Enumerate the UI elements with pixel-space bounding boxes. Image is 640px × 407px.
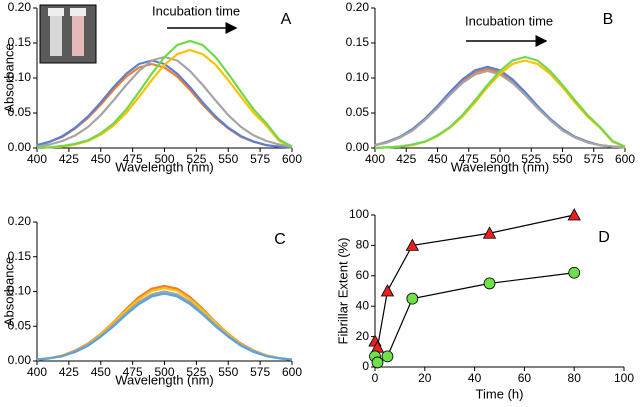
x-tick-label: 450: [427, 152, 447, 166]
x-tick-label: 400: [365, 152, 385, 166]
y-tick-label: 0.05: [8, 318, 32, 332]
y-tick-label: 0.20: [8, 0, 32, 14]
x-tick-label: 550: [218, 365, 238, 379]
y-tick-label: 0.00: [8, 140, 32, 154]
y-tick-label: 0.05: [8, 105, 32, 119]
triangle-marker: [482, 226, 497, 239]
y-tick-label: 0.05: [346, 105, 370, 119]
x-tick-label: 600: [615, 152, 635, 166]
x-tick-label: 500: [154, 152, 174, 166]
y-tick-label: 0.10: [8, 284, 32, 298]
inset-photo: [39, 4, 97, 64]
x-tick-label: 575: [250, 152, 270, 166]
x-axis-title: Wavelength (nm): [451, 159, 550, 174]
x-tick-label: 475: [123, 152, 143, 166]
y-tick-label: 0.10: [346, 70, 370, 84]
x-tick-label: 40: [468, 371, 482, 385]
spectrum-line: [36, 55, 293, 148]
spectrum-line: [374, 65, 626, 149]
x-tick-label: 425: [396, 152, 416, 166]
x-tick-label: 600: [282, 152, 302, 166]
triangle-marker: [380, 284, 395, 297]
spectrum-line: [374, 55, 626, 150]
x-tick-label: 550: [218, 152, 238, 166]
triangle-marker: [405, 238, 420, 251]
y-tick-label: 0.00: [8, 353, 32, 367]
y-tick-label: 80: [356, 238, 370, 252]
y-tick-label: 0.15: [8, 249, 32, 263]
x-axis-title: Time (h): [476, 386, 524, 401]
x-axis-title: Wavelength (nm): [115, 372, 214, 387]
y-tick-label: 0.15: [346, 35, 370, 49]
x-tick-label: 500: [490, 152, 510, 166]
y-tick-label: 0: [362, 359, 369, 373]
y-axis-title: Fibrillar Extent (%): [335, 238, 350, 345]
y-tick-label: 20: [356, 329, 370, 343]
panel-label: C: [274, 231, 286, 248]
x-tick-label: 450: [91, 152, 111, 166]
x-tick-label: 425: [59, 365, 79, 379]
spectrum-line: [374, 67, 626, 149]
x-tick-label: 600: [282, 365, 302, 379]
panel-label: B: [603, 11, 614, 28]
circle-marker: [381, 350, 394, 363]
y-tick-label: 0.20: [8, 214, 32, 228]
spectrum-line: [36, 48, 293, 150]
y-tick-label: 0.20: [346, 0, 370, 14]
x-tick-label: 525: [186, 152, 206, 166]
spectrum-line: [36, 286, 293, 361]
circle-marker: [406, 292, 419, 305]
y-tick-label: 100: [349, 207, 369, 221]
y-tick-label: 0.15: [8, 35, 32, 49]
x-tick-label: 425: [59, 152, 79, 166]
x-tick-label: 475: [459, 152, 479, 166]
x-tick-label: 575: [250, 365, 270, 379]
x-tick-label: 100: [614, 371, 634, 385]
spectrum-line: [36, 39, 293, 150]
x-tick-label: 20: [418, 371, 432, 385]
panel-label: A: [281, 11, 292, 28]
x-tick-label: 400: [27, 365, 47, 379]
x-tick-label: 400: [27, 152, 47, 166]
fit-line: [374, 272, 575, 364]
x-tick-label: 550: [552, 152, 572, 166]
triangle-marker: [567, 208, 581, 221]
y-tick-label: 0.00: [346, 140, 370, 154]
x-tick-label: 525: [521, 152, 541, 166]
circle-marker: [568, 266, 581, 279]
y-tick-label: 40: [356, 298, 370, 312]
annotation: Incubation time: [152, 3, 240, 18]
x-tick-label: 525: [186, 365, 206, 379]
x-tick-label: 500: [154, 365, 174, 379]
spectrum-line: [374, 59, 626, 150]
spectrum-line: [36, 284, 293, 361]
fit-line: [374, 214, 575, 350]
spectrum-line: [374, 69, 626, 149]
y-tick-label: 0.10: [8, 70, 32, 84]
annotation: Incubation time: [465, 13, 553, 28]
x-tick-label: 80: [568, 371, 582, 385]
circle-marker: [371, 356, 384, 369]
x-tick-label: 575: [584, 152, 604, 166]
circle-marker: [483, 277, 496, 290]
x-tick-label: 0: [372, 371, 379, 385]
spectrum-line: [36, 292, 293, 361]
panel-label: D: [598, 229, 610, 246]
x-tick-label: 60: [518, 371, 532, 385]
x-axis-title: Wavelength (nm): [115, 159, 214, 174]
y-axis-title: Absorbance: [1, 43, 16, 112]
y-tick-label: 60: [356, 268, 370, 282]
y-axis-title: Absorbance: [1, 257, 16, 326]
x-tick-label: 450: [91, 365, 111, 379]
x-tick-label: 475: [123, 365, 143, 379]
